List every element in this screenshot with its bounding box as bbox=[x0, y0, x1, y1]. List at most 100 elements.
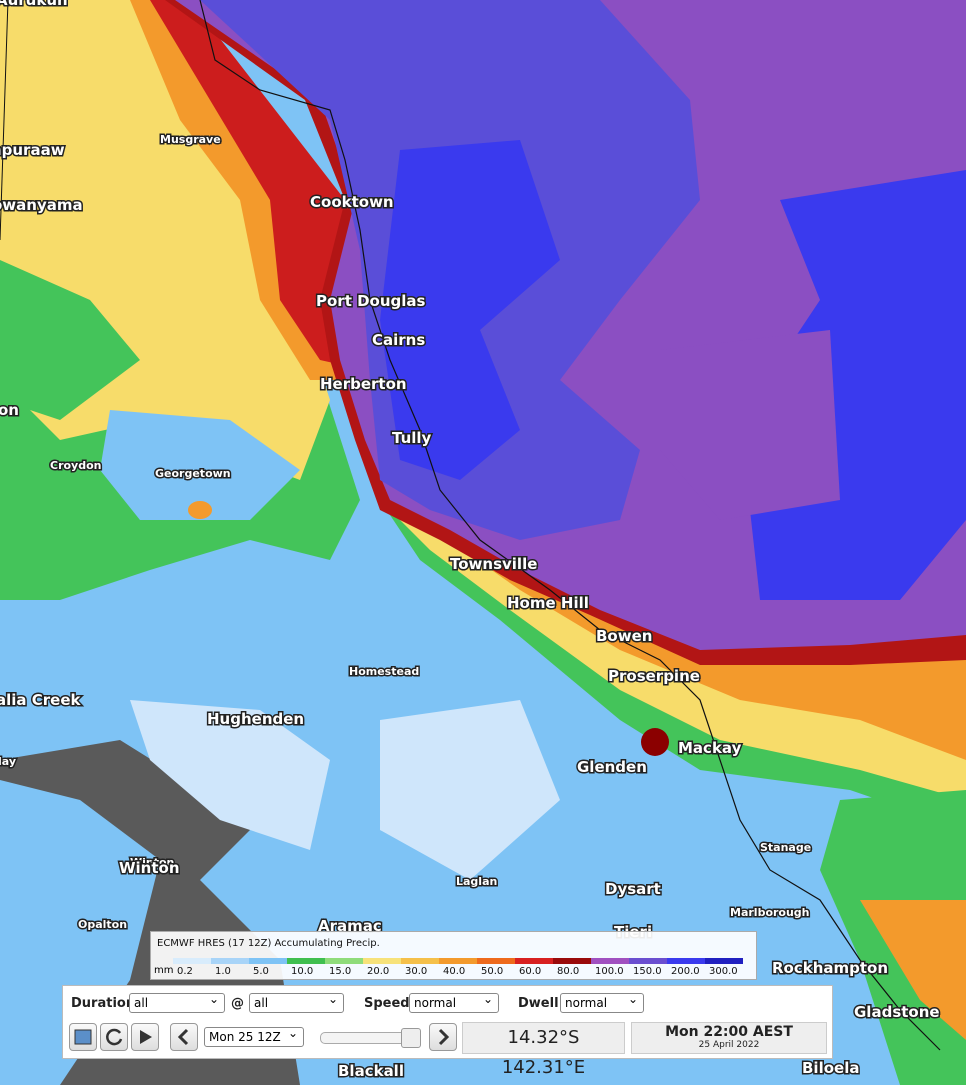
legend-label: 20.0 bbox=[367, 966, 390, 977]
place-label: Blackall bbox=[338, 1062, 404, 1080]
place-label: Bowen bbox=[596, 627, 652, 645]
legend-label: 10.0 bbox=[291, 966, 314, 977]
legend-unit: mm bbox=[154, 965, 174, 976]
legend-label: 40.0 bbox=[443, 966, 466, 977]
valid-time: Mon 22:00 AEST 25 April 2022 bbox=[631, 1022, 827, 1054]
legend-title: ECMWF HRES (17 12Z) Accumulating Precip. bbox=[157, 938, 380, 949]
legend-label: 300.0 bbox=[709, 966, 738, 977]
legend-swatch: 1.0 bbox=[211, 958, 249, 977]
legend-swatch: 50.0 bbox=[477, 958, 515, 977]
rain-area bbox=[100, 410, 300, 520]
place-label: Tully bbox=[392, 429, 432, 447]
reload-button[interactable] bbox=[100, 1023, 128, 1051]
run-select[interactable]: Mon 25 12Z bbox=[204, 1024, 304, 1047]
place-label: Gladstone bbox=[854, 1003, 940, 1021]
legend-label: 200.0 bbox=[671, 966, 700, 977]
place-label: Cairns bbox=[372, 331, 425, 349]
place-label: Cooktown bbox=[310, 193, 394, 211]
label: Speed bbox=[364, 996, 410, 1011]
river bbox=[0, 0, 9, 241]
place-label: Herberton bbox=[320, 375, 407, 393]
time-slider[interactable] bbox=[320, 1028, 421, 1048]
rain-area bbox=[420, 520, 966, 760]
place-label: Biloela bbox=[802, 1059, 859, 1077]
rain-area bbox=[660, 330, 840, 520]
coastline bbox=[199, 0, 941, 1051]
legend-label: 15.0 bbox=[329, 966, 352, 977]
place-label: Homestead bbox=[349, 665, 419, 678]
place-label: Glenden bbox=[577, 758, 647, 776]
place-label: Port Douglas bbox=[316, 292, 426, 310]
legend-label: 1.0 bbox=[215, 966, 231, 977]
legend-label: 50.0 bbox=[481, 966, 504, 977]
place-label: Winton bbox=[130, 856, 174, 869]
place-label: Aurukun bbox=[0, 0, 68, 9]
legend-label: 150.0 bbox=[633, 966, 662, 977]
legend-swatch: 40.0 bbox=[439, 958, 477, 977]
prev-button[interactable] bbox=[170, 1023, 198, 1051]
duration-select[interactable]: all bbox=[129, 990, 225, 1013]
legend-label: 30.0 bbox=[405, 966, 428, 977]
rain-area bbox=[641, 728, 669, 756]
legend-label: 100.0 bbox=[595, 966, 624, 977]
legend-label: 5.0 bbox=[253, 966, 269, 977]
speed-select[interactable]: normal bbox=[409, 990, 499, 1013]
place-label: Winton bbox=[119, 859, 180, 877]
coordinates: 14.32°S 142.31°E bbox=[462, 1022, 625, 1078]
legend-swatch: 80.0 bbox=[553, 958, 591, 977]
legend-label: 80.0 bbox=[557, 966, 580, 977]
place-label: Dysart bbox=[605, 880, 661, 898]
place-label: lay bbox=[0, 755, 16, 768]
slider-handle[interactable] bbox=[401, 1028, 421, 1048]
legend-swatch: 150.0 bbox=[629, 958, 667, 977]
play-button[interactable] bbox=[131, 1023, 159, 1051]
place-label: Hughenden bbox=[207, 710, 304, 728]
place-label: Croydon bbox=[50, 459, 102, 472]
legend-label: 0.2 bbox=[177, 966, 193, 977]
place-label: Home Hill bbox=[507, 594, 589, 612]
legend-swatch: 0.2 bbox=[173, 958, 211, 977]
legend-swatch: 60.0 bbox=[515, 958, 553, 977]
rain-area bbox=[130, 700, 330, 850]
rain-area bbox=[380, 700, 560, 880]
layers-button[interactable] bbox=[69, 1023, 97, 1051]
label: @ bbox=[231, 996, 244, 1011]
rain-area bbox=[188, 501, 212, 519]
legend-scale: 0.2 1.0 5.0 10.0 15.0 20.0 30.0 40.0 50.0 60.0 80.… bbox=[173, 958, 743, 977]
place-label: Laglan bbox=[456, 875, 497, 888]
controls: Duration all @ all Speed normal Dwell no… bbox=[62, 985, 833, 1078]
legend-swatch: 200.0 bbox=[667, 958, 705, 977]
label: Dwell bbox=[518, 996, 559, 1011]
time-select[interactable]: all bbox=[249, 990, 344, 1013]
place-label: Proserpine bbox=[608, 667, 700, 685]
place-label: alia Creek bbox=[0, 691, 82, 709]
valid-time-main: Mon 22:00 AEST bbox=[665, 1024, 793, 1040]
legend-swatch: 300.0 bbox=[705, 958, 743, 977]
legend-swatch: 30.0 bbox=[401, 958, 439, 977]
legend-swatch: 20.0 bbox=[363, 958, 401, 977]
legend-swatch: 100.0 bbox=[591, 958, 629, 977]
valid-date: 25 April 2022 bbox=[698, 1040, 760, 1050]
place-label: Georgetown bbox=[155, 467, 231, 480]
legend-swatch: 10.0 bbox=[287, 958, 325, 977]
place-label: Rockhampton bbox=[772, 959, 888, 977]
place-label: Opalton bbox=[78, 918, 127, 931]
place-label: Marlborough bbox=[730, 906, 810, 919]
place-label: Musgrave bbox=[160, 133, 221, 146]
place-label: on bbox=[0, 401, 19, 419]
label: Duration bbox=[71, 996, 136, 1011]
rain-area bbox=[860, 900, 966, 1040]
next-button[interactable] bbox=[429, 1023, 457, 1051]
legend: ECMWF HRES (17 12Z) Accumulating Precip.… bbox=[150, 931, 757, 980]
legend-swatch: 15.0 bbox=[325, 958, 363, 977]
rain-area bbox=[0, 260, 140, 420]
place-label: Mackay bbox=[678, 739, 742, 757]
rain-area bbox=[0, 780, 160, 1085]
dwell-select[interactable]: normal bbox=[560, 990, 644, 1013]
legend-label: 60.0 bbox=[519, 966, 542, 977]
place-label: Stanage bbox=[760, 841, 811, 854]
place-label: owanyama bbox=[0, 196, 83, 214]
legend-swatch: 5.0 bbox=[249, 958, 287, 977]
